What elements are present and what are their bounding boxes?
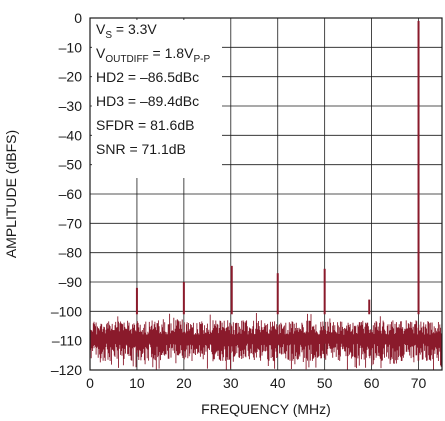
y-tick-label: –70 (59, 215, 83, 231)
plot-frame (89, 17, 443, 371)
x-tick-label: 30 (223, 375, 239, 391)
y-tick-label: –100 (51, 303, 82, 319)
annotation-line: HD2 = –86.5dBc (96, 69, 199, 85)
y-tick-label: –10 (59, 39, 83, 55)
y-tick-label: –50 (59, 157, 83, 173)
annotation-line: SFDR = 81.6dB (96, 117, 194, 133)
y-tick-label: –60 (59, 186, 83, 202)
x-tick-label: 60 (364, 375, 380, 391)
annotation-text: HD3 = –89.4dBc (96, 93, 199, 109)
x-tick-label: 70 (411, 375, 427, 391)
x-tick-label: 10 (129, 375, 145, 391)
annotation-subscript: S (105, 30, 112, 41)
y-tick-label: –90 (59, 274, 83, 290)
annotation-line: VS = 3.3V (96, 21, 157, 41)
y-tick-label: –80 (59, 245, 83, 261)
y-tick-label: 0 (74, 10, 82, 26)
annotation-line: VOUTDIFF = 1.8VP-P (96, 45, 210, 65)
noise-trace (90, 313, 443, 370)
annotation-line: HD3 = –89.4dBc (96, 93, 199, 109)
annotation-background (92, 20, 222, 178)
y-tick-label: –20 (59, 69, 83, 85)
y-axis-label: AMPLITUDE (dBFS) (3, 130, 19, 258)
x-tick-label: 20 (176, 375, 192, 391)
x-tick-label: 50 (317, 375, 333, 391)
annotation-text: V (96, 21, 106, 37)
y-tick-label: –120 (51, 362, 82, 378)
y-tick-label: –30 (59, 98, 83, 114)
annotation-text: HD2 = –86.5dBc (96, 69, 199, 85)
x-tick-label: 0 (86, 375, 94, 391)
annotation-line: SNR = 71.1dB (96, 141, 186, 157)
spur-series (135, 20, 420, 315)
x-tick-labels: 0 10 20 30 40 50 60 70 (86, 375, 426, 391)
annotation-text: = 1.8V (149, 45, 194, 61)
annotation-text: SFDR = 81.6dB (96, 117, 194, 133)
x-axis-label: FREQUENCY (MHz) (201, 401, 331, 417)
y-tick-labels: 0 –10 –20 –30 –40 –50 –60 –70 –80 –90 –100 –110 –120 (51, 10, 82, 378)
annotation-text: V (96, 45, 106, 61)
y-tick-label: –40 (59, 127, 83, 143)
annotation-subscript: P-P (193, 54, 210, 65)
x-tick-label: 40 (270, 375, 286, 391)
y-tick-label: –110 (52, 333, 82, 349)
annotation-subscript: OUTDIFF (105, 54, 148, 65)
annotation-text: SNR = 71.1dB (96, 141, 186, 157)
noise-floor-series (90, 313, 443, 370)
annotation-text: = 3.3V (112, 21, 157, 37)
